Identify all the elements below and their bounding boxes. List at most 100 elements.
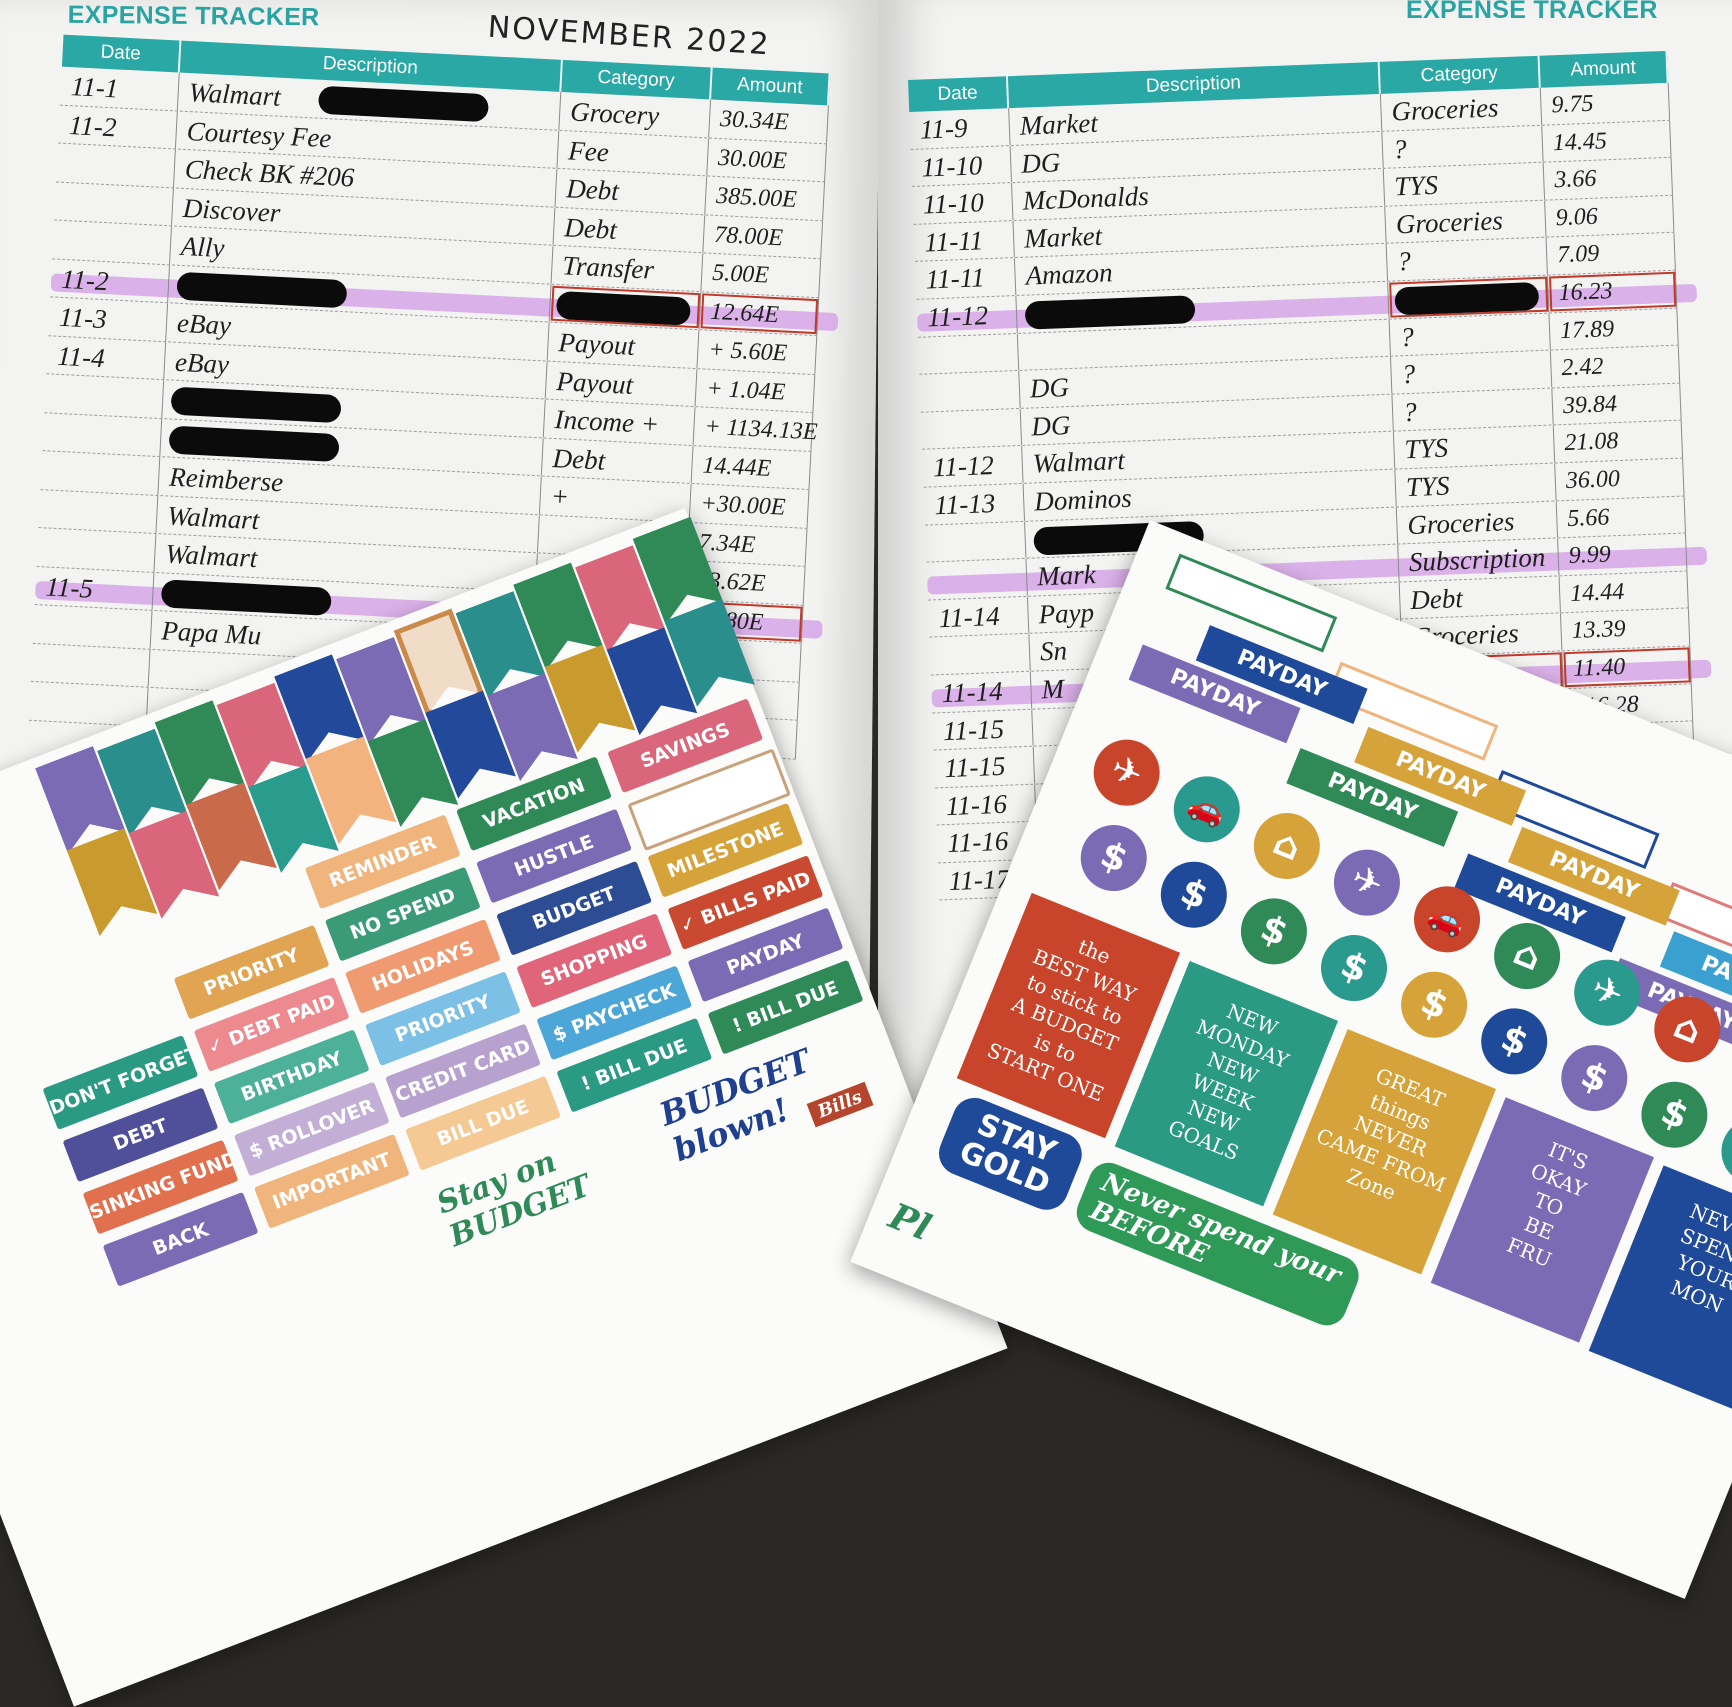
dollar-icon[interactable]: $ bbox=[1391, 961, 1478, 1048]
dollar-icon[interactable]: $ bbox=[1471, 998, 1558, 1085]
cell-cat: ? bbox=[1382, 125, 1544, 168]
cell-date: 11-12 bbox=[922, 446, 1024, 487]
handwritten-text: 11-15 bbox=[943, 750, 1006, 784]
dollar-icon[interactable]: $ bbox=[1070, 815, 1157, 901]
cell-date: 11-1 bbox=[60, 66, 180, 111]
cell-cat: Groceries bbox=[1380, 87, 1543, 131]
cell-amt: 9.99 bbox=[1558, 533, 1688, 576]
cell-date: 11-3 bbox=[48, 297, 169, 341]
cell-date: 11-4 bbox=[46, 335, 167, 380]
handwritten-text: Debt bbox=[1409, 582, 1464, 615]
cell-cat: Debt bbox=[541, 437, 694, 484]
handwritten-text: Reimberse bbox=[168, 461, 284, 498]
cell-date: 11-10 bbox=[912, 183, 1014, 224]
cell-cat: Debt bbox=[555, 168, 708, 214]
cell-date: 11-11 bbox=[915, 258, 1017, 299]
handwritten-text: 11-16 bbox=[945, 788, 1008, 821]
handwritten-text: 14.44E bbox=[701, 452, 772, 482]
column-header-date: Date bbox=[908, 76, 1010, 112]
handwritten-text: 5.00E bbox=[711, 259, 770, 289]
handwritten-text: 11-13 bbox=[933, 487, 996, 521]
handwritten-text: 11-9 bbox=[919, 112, 968, 145]
cell-date: 11-14 bbox=[927, 596, 1030, 637]
cell-amt: 385.00E bbox=[705, 176, 826, 220]
dollar-icon[interactable]: $ bbox=[1631, 1071, 1718, 1158]
handwritten-text: + 5.60E bbox=[707, 336, 788, 367]
redaction-mark bbox=[176, 271, 348, 308]
handwritten-text: 30.00E bbox=[717, 144, 788, 174]
handwritten-text: Market bbox=[1023, 220, 1103, 254]
handwritten-text: 17.89 bbox=[1559, 315, 1615, 344]
handwritten-text: Subscription bbox=[1408, 542, 1546, 578]
cell-date: 11-9 bbox=[909, 108, 1011, 149]
handwritten-text: 13.39 bbox=[1571, 616, 1627, 645]
handwritten-text: Sn bbox=[1039, 635, 1068, 667]
cell-cat: Payout bbox=[545, 361, 698, 407]
handwritten-text: 11-2 bbox=[68, 109, 118, 142]
dollar-icon[interactable]: $ bbox=[1311, 925, 1397, 1012]
cell-cat: ? bbox=[1389, 313, 1551, 356]
cell-cat bbox=[549, 284, 702, 330]
plane-icon[interactable]: ✈ bbox=[1083, 729, 1170, 816]
handwritten-text: 9.99 bbox=[1568, 541, 1612, 570]
cell-date bbox=[44, 374, 165, 418]
handwritten-text: 11-4 bbox=[56, 340, 106, 373]
cell-cat: Transfer bbox=[551, 245, 704, 291]
cell-amt: 39.84 bbox=[1552, 383, 1682, 425]
house-icon[interactable]: ⌂ bbox=[1243, 803, 1330, 889]
cell-amt: 14.44E bbox=[691, 445, 812, 489]
cell-cat: Payout bbox=[547, 322, 700, 368]
cell-amt: 12.64E bbox=[699, 291, 820, 336]
cell-date: 11-2 bbox=[50, 258, 171, 303]
handwritten-text: 11-15 bbox=[942, 713, 1005, 746]
redaction-mark bbox=[168, 425, 340, 462]
cell-amt: +30.00E bbox=[689, 484, 810, 528]
handwritten-text: 36.00 bbox=[1565, 465, 1621, 494]
cell-date bbox=[926, 558, 1028, 600]
handwritten-text: eBay bbox=[176, 307, 232, 341]
cell-amt: 2.42 bbox=[1550, 345, 1681, 388]
cell-date: 11-16 bbox=[935, 784, 1037, 825]
redaction-mark bbox=[1024, 295, 1196, 330]
handwritten-text: McDonalds bbox=[1022, 181, 1150, 216]
cell-amt: 3.66 bbox=[1543, 157, 1673, 200]
handwritten-text: Papa Mu bbox=[160, 615, 262, 651]
cell-date bbox=[38, 489, 159, 534]
plane-icon[interactable]: ✈ bbox=[1564, 949, 1651, 1036]
handwritten-text: DG bbox=[1020, 146, 1061, 179]
handwritten-text: 11-11 bbox=[923, 225, 984, 258]
handwritten-text: ? bbox=[1402, 396, 1418, 427]
handwritten-text: 78.00E bbox=[713, 221, 784, 251]
handwritten-text: Walmart bbox=[164, 538, 259, 574]
cell-cat: Debt bbox=[1399, 576, 1561, 619]
handwritten-text: Groceries bbox=[1406, 505, 1515, 540]
dollar-icon[interactable]: $ bbox=[1711, 1108, 1732, 1195]
dollar-icon[interactable]: $ bbox=[1150, 851, 1237, 938]
cell-date bbox=[30, 643, 151, 687]
handwritten-text: Groceries bbox=[1395, 205, 1504, 240]
dollar-icon[interactable]: $ bbox=[1551, 1035, 1638, 1122]
handwritten-text: 9.06 bbox=[1555, 203, 1599, 232]
handwritten-text: TYS bbox=[1403, 432, 1449, 465]
page-title: EXPENSE TRACKER bbox=[1406, 0, 1658, 24]
cell-amt: 11.40 bbox=[1562, 646, 1692, 688]
handwritten-text: + 1.04E bbox=[705, 375, 786, 406]
cell-date: 11-15 bbox=[932, 709, 1034, 750]
handwritten-text: + bbox=[550, 480, 570, 512]
cell-amt: 16.23 bbox=[1547, 270, 1678, 313]
handwritten-text: 21.08 bbox=[1563, 428, 1619, 457]
dollar-icon[interactable]: $ bbox=[1230, 888, 1317, 975]
handwritten-text: 7.09 bbox=[1556, 240, 1600, 269]
handwritten-text: 11-14 bbox=[938, 600, 1001, 633]
handwritten-text: Discover bbox=[182, 192, 282, 228]
cell-date: 11-13 bbox=[923, 483, 1025, 525]
cell-date: 11-10 bbox=[910, 145, 1013, 187]
handwritten-text: +30.00E bbox=[699, 490, 787, 521]
handwritten-text: Dominos bbox=[1033, 482, 1133, 517]
car-icon[interactable]: 🚗 bbox=[1163, 766, 1250, 853]
page-title: EXPENSE TRACKER bbox=[67, 0, 320, 32]
plan-sticker[interactable]: Pl bbox=[883, 1195, 937, 1250]
handwritten-text: ? bbox=[1401, 358, 1416, 390]
plane-icon[interactable]: ✈ bbox=[1323, 839, 1410, 926]
handwritten-text: Amazon bbox=[1025, 257, 1114, 291]
